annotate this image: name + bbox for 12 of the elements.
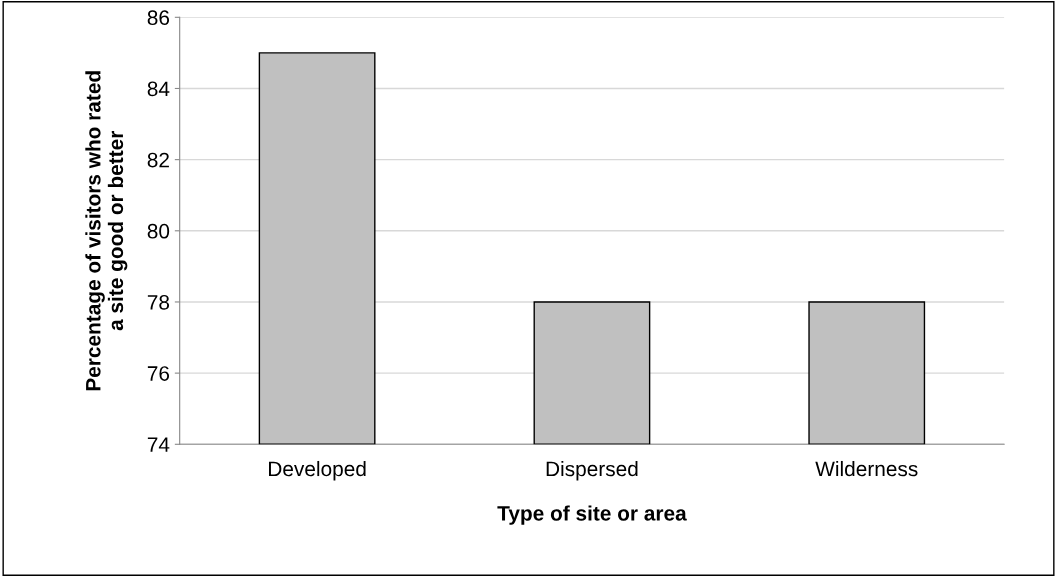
- y-tick-label: 80: [147, 223, 170, 239]
- y-tick-label: 84: [147, 81, 170, 97]
- y-tick-label: 76: [147, 366, 170, 381]
- y-tick-label: 78: [147, 294, 170, 310]
- y-axis-title: Percentage of visitors who rated a site good or better: [85, 71, 128, 391]
- x-tick-label: Dispersed: [546, 460, 638, 481]
- x-tick-label: Wilderness: [815, 460, 918, 477]
- y-tick-label: 86: [147, 10, 170, 26]
- x-axis-title: Type of site or area: [497, 505, 687, 525]
- x-tick-label: Developed: [269, 460, 366, 481]
- y-tick-label: 74: [147, 437, 170, 452]
- y-tick-label: 82: [147, 152, 169, 168]
